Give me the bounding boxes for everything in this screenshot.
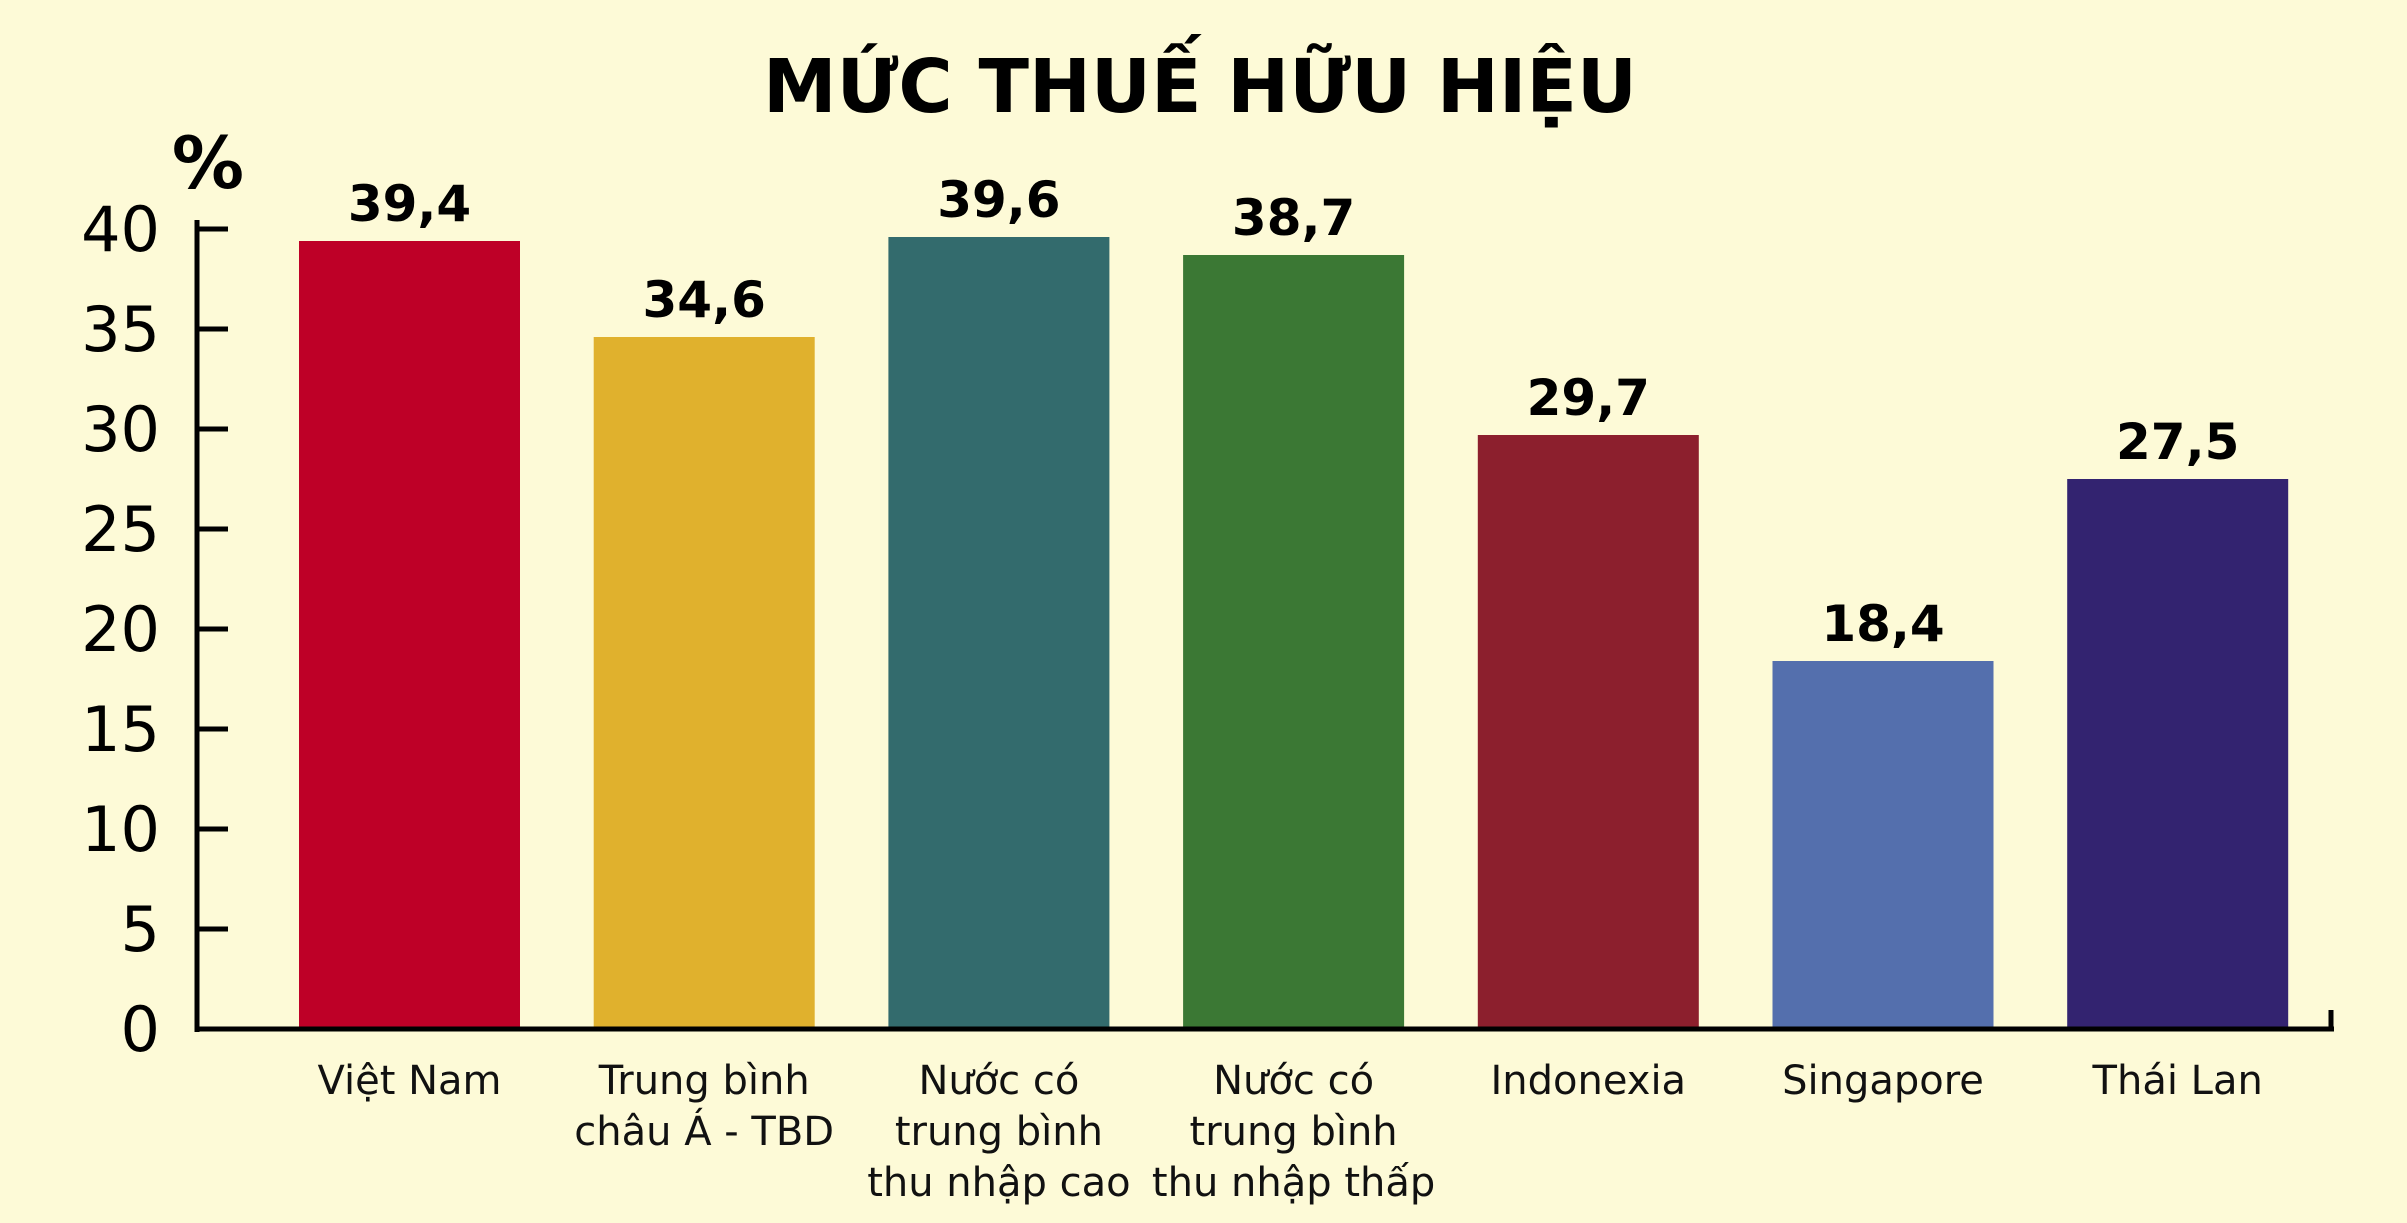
y-tick-label: 40 [81, 193, 160, 266]
y-axis-unit-label: % [172, 121, 244, 205]
value-label: 27,5 [2116, 413, 2239, 471]
bar [1477, 435, 1699, 1029]
value-label: 39,4 [348, 175, 471, 233]
y-tick-label: 25 [81, 493, 160, 566]
category-label: Thái Lan [2092, 1058, 2263, 1104]
value-label: 18,4 [1821, 595, 1944, 653]
category-label: Nước có [918, 1058, 1079, 1104]
bar [1772, 661, 1994, 1029]
category-label: thu nhập thấp [1152, 1160, 1435, 1206]
y-tick-label: 5 [121, 893, 160, 966]
bar [1183, 255, 1405, 1029]
bar [888, 237, 1110, 1029]
category-label: châu Á - TBD [574, 1107, 834, 1155]
bars [299, 237, 2289, 1029]
category-label: Singapore [1782, 1058, 1984, 1104]
bar [299, 241, 520, 1029]
y-tick-label: 0 [121, 993, 160, 1066]
y-tick-label: 10 [81, 793, 160, 866]
category-label: trung bình [1190, 1109, 1398, 1155]
axes [194, 220, 2334, 1032]
value-label: 34,6 [643, 271, 766, 329]
value-label: 39,6 [937, 171, 1060, 229]
chart-title: MỨC THUẾ HỮU HIỆU [763, 33, 1637, 130]
bar [593, 337, 815, 1029]
y-tick-label: 35 [81, 293, 160, 366]
y-axis-ticks: 0 5 10 15 20 25 30 35 40 [81, 193, 228, 1066]
category-label: Việt Nam [317, 1058, 501, 1104]
category-label: trung bình [895, 1109, 1103, 1155]
bar [2067, 479, 2289, 1029]
y-tick-label: 15 [81, 693, 160, 766]
value-labels: 39,4 34,6 39,6 38,7 29,7 18,4 27,5 [348, 171, 2240, 653]
category-label: Trung bình [598, 1058, 810, 1104]
y-tick-label: 30 [81, 393, 160, 466]
value-label: 38,7 [1232, 189, 1355, 247]
category-label: Indonexia [1491, 1058, 1687, 1104]
value-label: 29,7 [1527, 369, 1650, 427]
y-tick-label: 20 [81, 593, 160, 666]
category-label: Nước có [1213, 1058, 1374, 1104]
category-label: thu nhập cao [867, 1160, 1130, 1206]
